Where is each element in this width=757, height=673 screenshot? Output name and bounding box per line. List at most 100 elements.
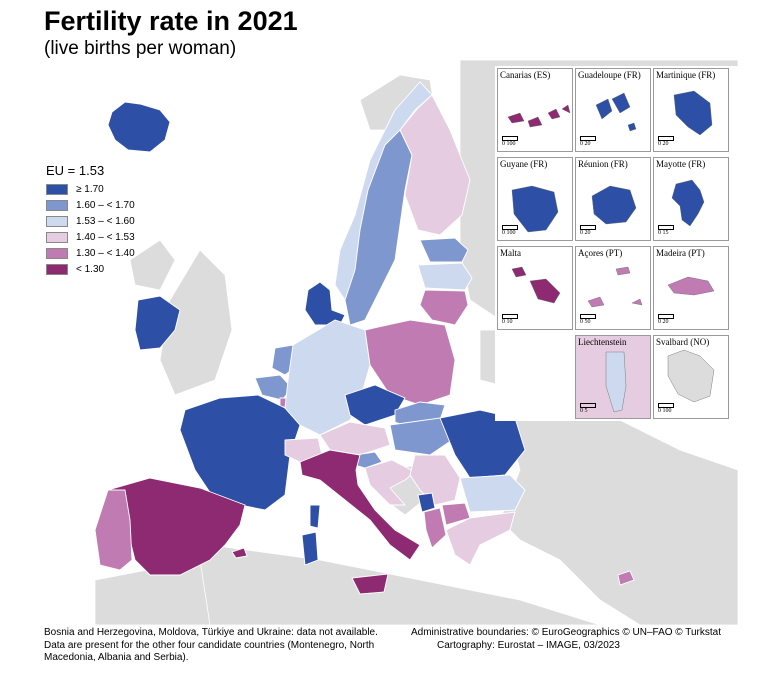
inset-shape [511,185,559,233]
scale-bar: 0 100 [502,225,518,236]
scale-bar-graphic [580,403,596,408]
inset-shape [667,349,715,403]
inset-shape [671,179,705,227]
legend-item: ≥ 1.70 [46,181,135,197]
inset-label: Mayotte (FR) [656,159,706,169]
scale-label: 0 20 [658,141,669,147]
scale-bar: 0 10 [502,314,518,325]
footnote: Bosnia and Herzegovina, Moldova, Türkiye… [44,627,378,665]
scale-bar-graphic [502,136,518,141]
scale-bar-graphic [580,314,596,319]
inset-map: Liechtenstein 0 5 [575,335,651,419]
scale-label: 0 100 [502,230,516,236]
legend-item: 1.30 – < 1.40 [46,245,135,261]
region-finland [399,94,471,236]
legend-label: 1.53 – < 1.60 [76,215,135,227]
scale-bar: 0 20 [658,314,674,325]
inset-map: Guadeloupe (FR) 0 20 [575,68,651,152]
footnote-line: Macedonia, Albania and Serbia). [44,652,189,663]
scale-label: 0 100 [658,408,672,414]
inset-shape [673,90,713,136]
legend-item: 1.60 – < 1.70 [46,197,135,213]
scale-bar-graphic [658,403,674,408]
region-lithuania [419,289,469,326]
inset-map: Réunion (FR) 0 20 [575,157,651,241]
region-ireland [134,295,181,351]
inset-map: Mayotte (FR) 0 15 [653,157,729,241]
inset-label: Liechtenstein [578,337,627,347]
scale-bar: 0 20 [580,225,596,236]
legend-swatch [46,183,68,195]
region-spain [107,477,246,576]
legend-swatch [46,247,68,259]
inset-label: Martinique (FR) [656,70,716,80]
inset-label: Réunion (FR) [578,159,628,169]
region-cyprus [617,570,635,586]
scale-bar-graphic [502,314,518,319]
inset-shape [587,266,643,308]
region-romania [439,409,526,479]
inset-map: Malta 0 10 [497,246,573,330]
legend-label: 1.30 – < 1.40 [76,247,135,259]
inset-map: Açores (PT) 0 50 [575,246,651,330]
inset-shape [595,92,637,132]
scale-bar-graphic [658,136,674,141]
region-corsica [309,504,321,529]
scale-bar: 0 20 [658,136,674,147]
inset-shape [511,266,561,304]
region-italy [299,449,421,561]
region-serbia [409,454,461,506]
inset-map: Svalbard (NO) 0 100 [653,335,729,419]
region-sicily [351,573,389,595]
inset-label: Svalbard (NO) [656,337,710,347]
inset-shape [507,104,571,128]
legend-swatch [46,263,68,275]
legend-label: ≥ 1.70 [76,183,104,195]
scale-label: 0 20 [580,141,591,147]
scale-label: 0 20 [658,319,669,325]
inset-shape [591,185,637,225]
legend-swatch [46,199,68,211]
scale-label: 0 10 [502,319,513,325]
region-sardinia [301,531,319,566]
scale-bar: 0 5 [580,403,596,414]
region-portugal [94,489,133,571]
inset-label: Guadeloupe (FR) [578,70,641,80]
scale-bar-graphic [580,136,596,141]
legend-label: 1.40 – < 1.53 [76,231,135,243]
legend: EU = 1.53 ≥ 1.70 1.60 – < 1.70 1.53 – < 1.… [46,163,135,277]
inset-label: Canarias (ES) [500,70,551,80]
source-credits: Administrative boundaries: © EuroGeograp… [411,627,721,652]
region-france [179,394,301,511]
scale-label: 0 100 [502,141,516,147]
region-estonia [419,237,469,263]
source-line: Administrative boundaries: © EuroGeograp… [411,627,722,638]
source-line: Cartography: Eurostat – IMAGE, 03/2023 [437,639,620,651]
region-iceland [107,101,171,153]
scale-label: 0 50 [580,319,591,325]
inset-map: Madeira (PT) 0 20 [653,246,729,330]
legend-item: 1.40 – < 1.53 [46,229,135,245]
inset-label: Madeira (PT) [656,248,705,258]
legend-label: < 1.30 [76,263,105,275]
scale-label: 0 15 [658,230,669,236]
eu-average-label: EU = 1.53 [46,163,105,178]
inset-map: Guyane (FR) 0 100 [497,157,573,241]
region-bulgaria [459,474,526,513]
footnote-line: Bosnia and Herzegovina, Moldova, Türkiye… [44,627,378,638]
scale-bar: 0 50 [580,314,596,325]
scale-bar-graphic [658,314,674,319]
footnote-line: Data are present for the other four cand… [44,639,375,651]
legend-item: 1.53 – < 1.60 [46,213,135,229]
region-denmark [304,281,346,326]
legend-item: < 1.30 [46,261,135,277]
map-subtitle: (live births per woman) [44,38,237,59]
region-hungary [389,417,456,456]
legend-swatch [46,231,68,243]
scale-bar: 0 20 [580,136,596,147]
region-poland [364,319,456,406]
inset-map: Martinique (FR) 0 20 [653,68,729,152]
region-latvia [417,262,473,291]
scale-label: 0 5 [580,408,588,414]
region-montenegro [417,492,436,513]
